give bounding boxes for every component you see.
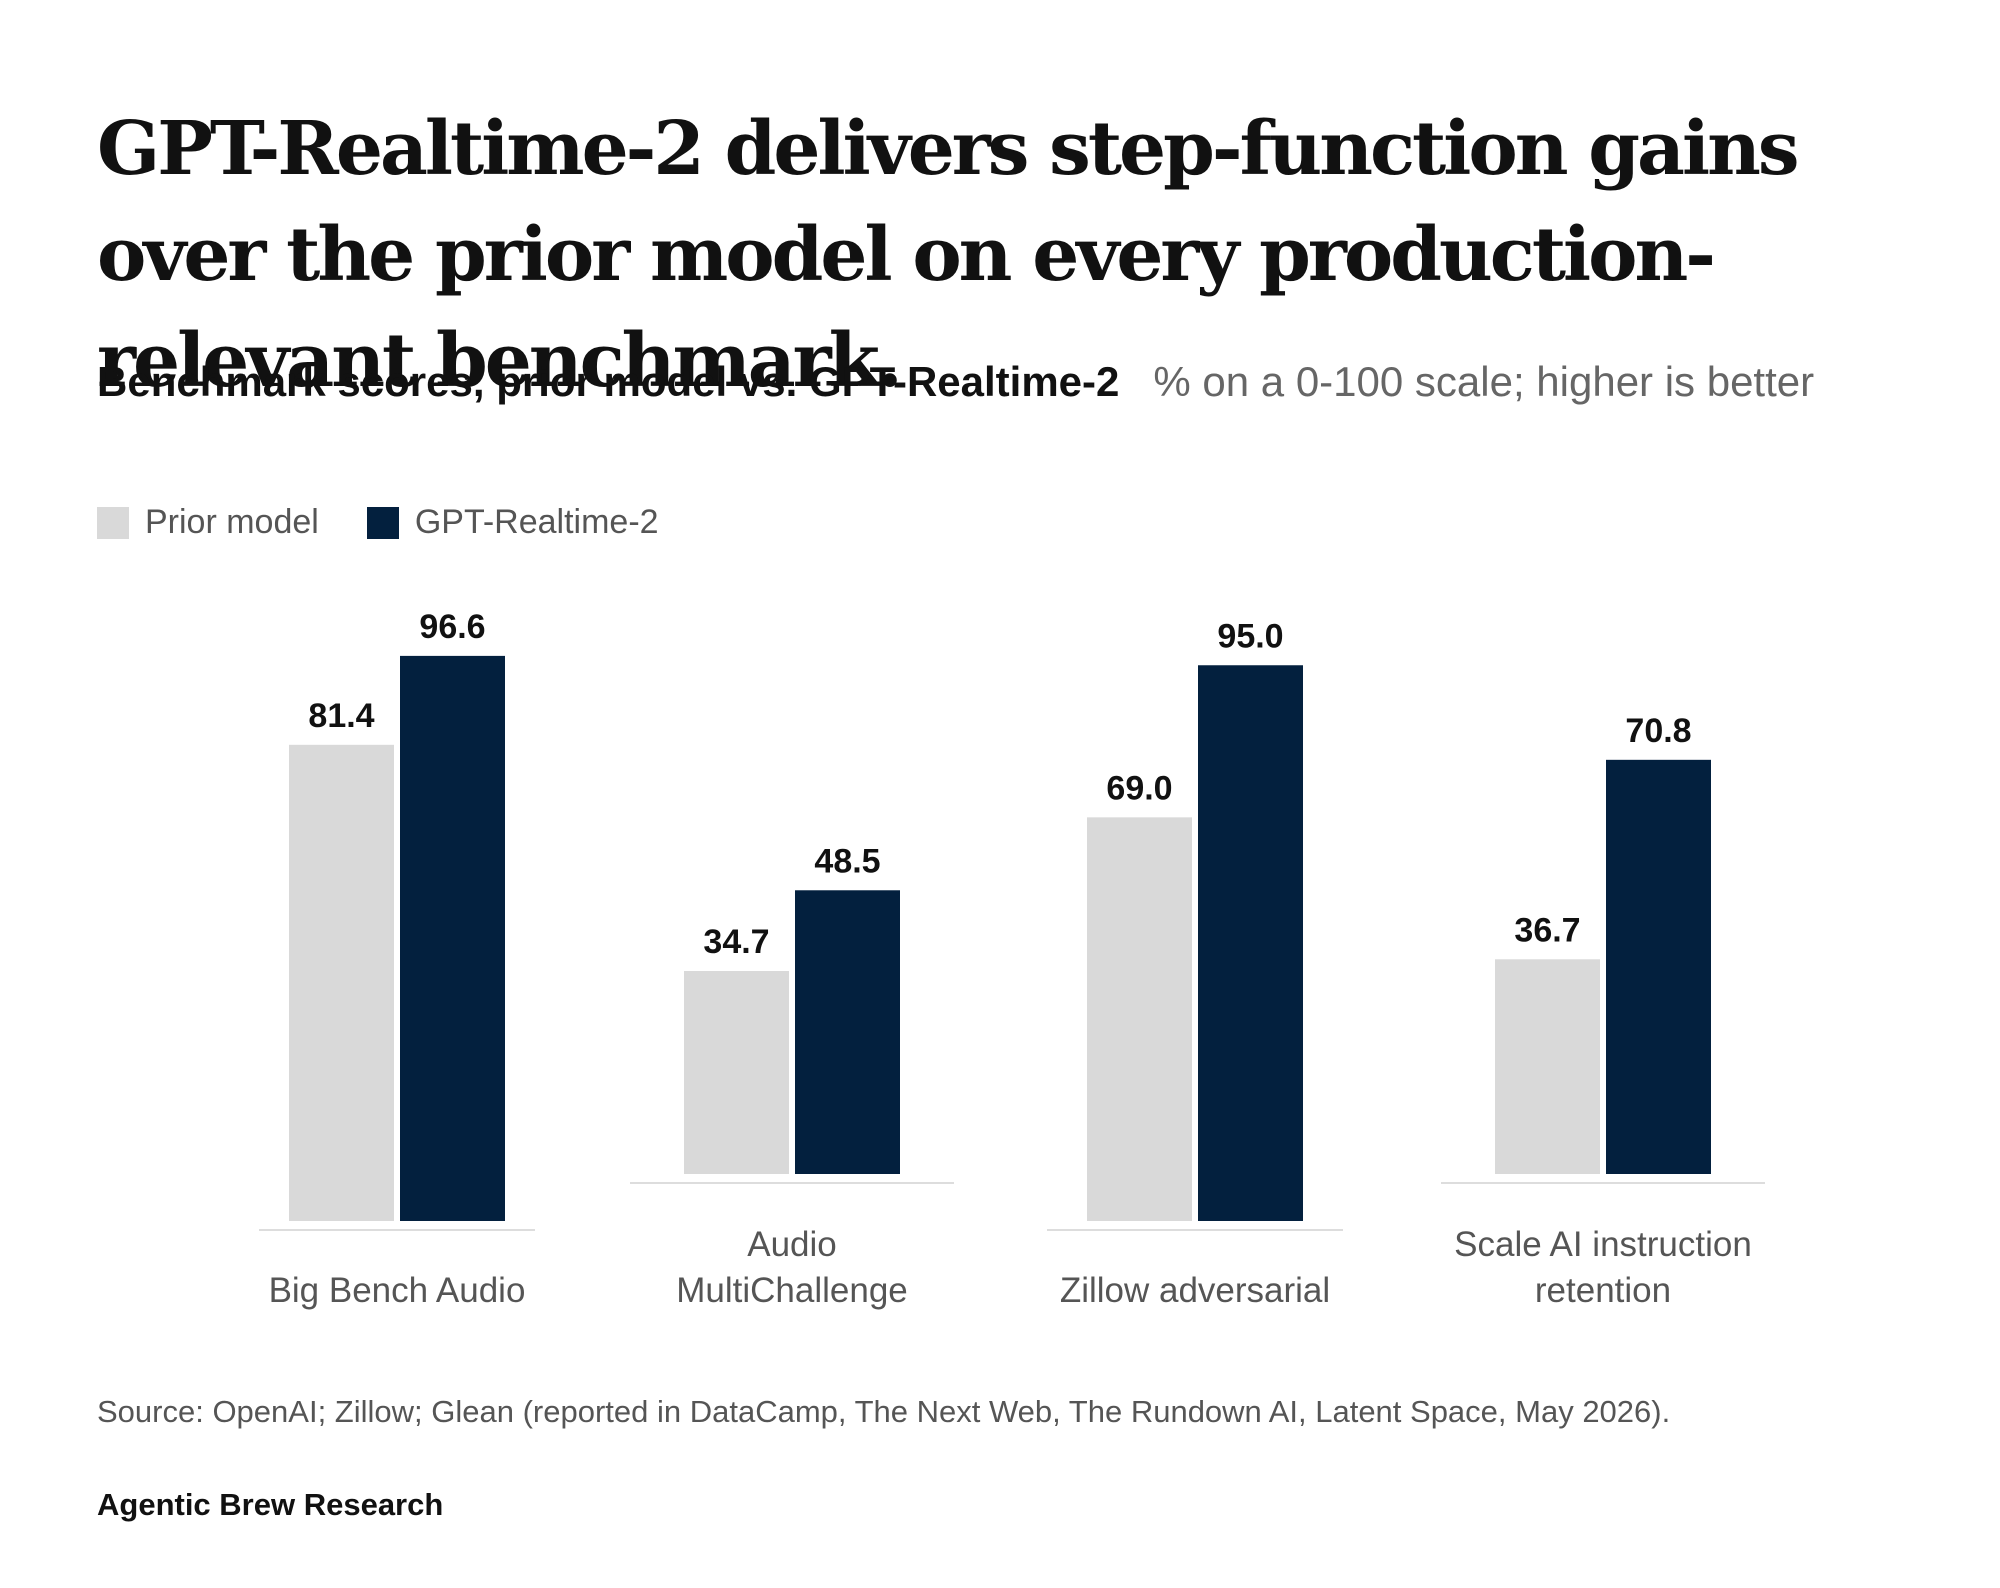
category-label: retention [1535,1271,1671,1310]
chart-headline: GPT-Realtime-2 delivers step-function ga… [97,106,1800,404]
category-label: Audio [747,1225,837,1264]
chart-subtitle-row: Benchmark scores, prior model vs. GPT-Re… [97,358,1814,406]
bar-gpt-realtime-2 [1606,759,1711,1174]
legend-item-prior: Prior model [97,503,319,542]
chart-units-note: % on a 0-100 scale; higher is better [1153,358,1815,405]
bar-gpt-realtime-2 [795,890,900,1174]
legend-swatch-prior [97,506,129,539]
data-label: 96.6 [419,608,485,646]
brand-name: Agentic Brew Research [97,1487,444,1522]
bar-gpt-realtime-2 [1198,665,1303,1221]
data-label: 95.0 [1217,617,1283,655]
legend-label-gpt: GPT-Realtime-2 [414,503,659,541]
chart-title: Benchmark scores, prior model vs. GPT-Re… [97,358,1120,405]
data-label: 70.8 [1625,712,1691,750]
bar-prior-model [684,971,789,1174]
data-label: 69.0 [1106,769,1172,807]
category-label: Big Bench Audio [269,1271,526,1310]
category-label: Scale AI instruction [1454,1225,1752,1264]
legend-swatch-gpt [366,506,399,539]
data-label: 34.7 [703,923,769,961]
data-label: 36.7 [1514,911,1580,949]
bar-prior-model [1087,817,1192,1221]
category-label: MultiChallenge [676,1271,908,1310]
bar-prior-model [1495,959,1600,1174]
legend: Prior model GPT-Realtime-2 [97,503,707,542]
data-label: 48.5 [814,842,880,880]
source-note: Source: OpenAI; Zillow; Glean (reported … [97,1394,1671,1429]
legend-label-prior: Prior model [145,503,319,541]
legend-item-gpt: GPT-Realtime-2 [366,503,659,542]
bar-chart: 81.4 96.6 Big Bench Audio 34.7 48.5 Audio Mult… [259,608,1765,1310]
category-label: Zillow adversarial [1060,1271,1330,1310]
bar-gpt-realtime-2 [400,655,505,1221]
bar-prior-model [289,744,394,1221]
data-label: 81.4 [308,697,374,735]
